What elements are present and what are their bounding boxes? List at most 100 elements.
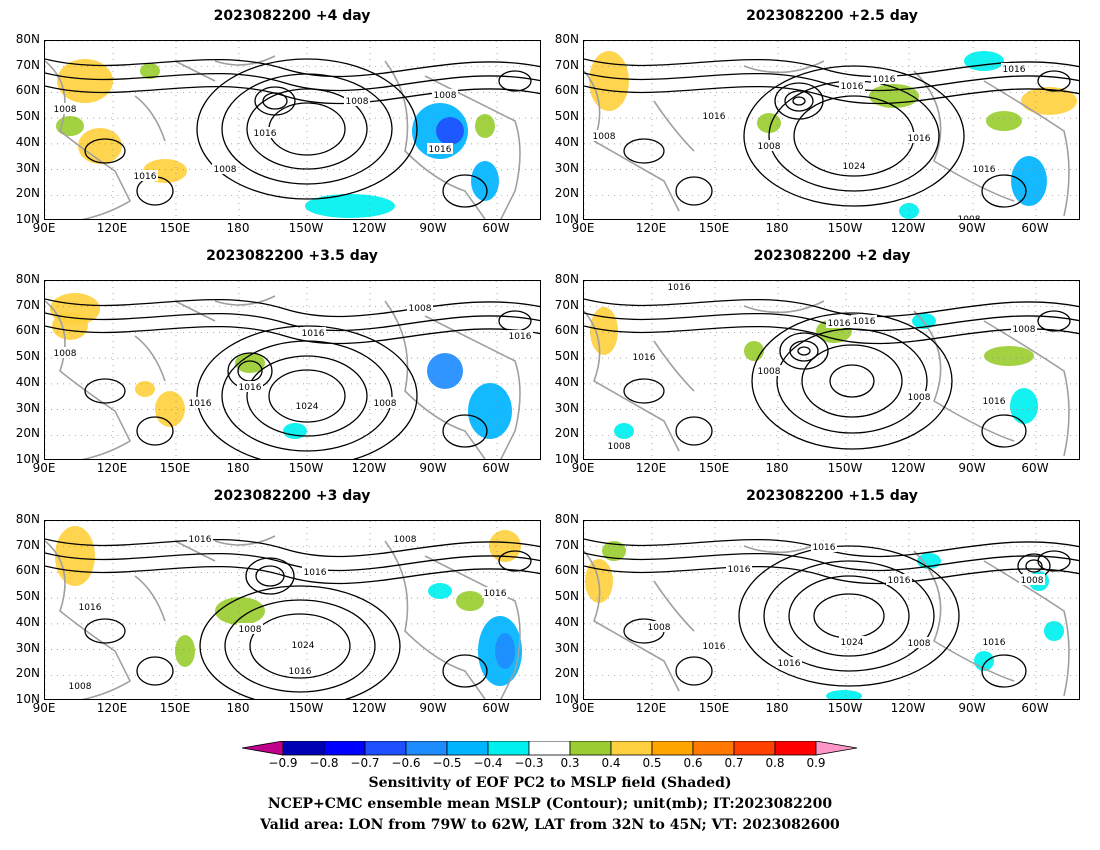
mslp-contour	[797, 346, 811, 356]
contour-label: 1008	[908, 393, 931, 403]
lat-tick-label: 60N	[15, 323, 40, 338]
lat-tick-label: 30N	[554, 400, 579, 415]
contour-label-bg	[187, 397, 213, 408]
coastline	[134, 540, 216, 622]
mslp-contour	[442, 654, 488, 688]
contour-label-bg	[237, 623, 263, 634]
contour-label-bg	[956, 213, 982, 219]
sensitivity-shading	[1021, 87, 1077, 115]
contour-label: 1016	[853, 317, 876, 327]
contour-label-bg	[432, 89, 458, 100]
coastline	[983, 560, 1070, 697]
lat-tick-label: 20N	[15, 186, 40, 201]
contour-label-bg	[427, 143, 453, 154]
coastline	[743, 300, 1015, 442]
mslp-contour	[1037, 70, 1071, 92]
contour-label-bg	[841, 160, 867, 171]
lon-tick-label: 150E	[698, 461, 730, 475]
mslp-contour	[268, 102, 346, 156]
contour-label-bg	[906, 132, 932, 143]
sensitivity-shading	[757, 113, 781, 133]
lat-tick-label: 80N	[554, 272, 579, 286]
contour-label: 1016	[813, 543, 836, 553]
lat-tick-label: 60N	[15, 563, 40, 578]
lat-tick-label: 70N	[15, 297, 40, 312]
contour-label-bg	[1011, 323, 1037, 334]
contour-label: 1016	[429, 145, 452, 155]
map-canvas: 1008 1016 1008 1016 1008 1016 1008	[45, 41, 540, 219]
lon-tick-label: 90W	[958, 461, 986, 475]
lon-tick-label: 60W	[482, 461, 510, 475]
lon-tick-label: 60W	[482, 221, 510, 235]
mslp-contour	[246, 355, 368, 437]
lat-tick-label: 50N	[554, 589, 579, 604]
mslp-contour	[751, 312, 953, 450]
lon-tick-label: 150W	[827, 701, 863, 715]
lon-tick-label: 150W	[827, 461, 863, 475]
lon-tick-label: 90W	[958, 221, 986, 235]
colorbar-label: −0.3	[514, 756, 544, 770]
sensitivity-shading	[436, 117, 464, 145]
sensitivity-shading	[984, 346, 1034, 366]
mslp-contour	[136, 416, 174, 446]
mslp-contour	[246, 88, 368, 170]
sensitivity-shading	[589, 51, 629, 111]
coastline	[424, 555, 521, 699]
mslp-contour	[84, 378, 126, 404]
lat-tick-label: 30N	[15, 160, 40, 175]
sensitivity-shading	[471, 161, 499, 201]
lat-tick-label: 10N	[15, 692, 40, 706]
lon-tick-label: 120W	[351, 701, 387, 715]
coastline	[424, 315, 521, 459]
contour-label: 1024	[296, 402, 319, 412]
sensitivity-shading	[55, 526, 95, 586]
sensitivity-shading	[428, 583, 452, 599]
lon-tick-label: 150W	[827, 221, 863, 235]
mslp-contour	[774, 82, 824, 120]
contour-label-bg	[287, 665, 313, 676]
mslp-contour	[498, 310, 532, 332]
lat-tick-label: 60N	[15, 83, 40, 98]
contour-label: 1016	[633, 353, 656, 363]
lat-tick-label: 40N	[15, 134, 40, 149]
lon-tick-label: 120E	[96, 701, 128, 715]
lat-tick-label: 20N	[554, 186, 579, 201]
map-panel: 1016 1008 1016 1016 1008 1024 1016 1016 1008	[44, 520, 541, 700]
map-canvas: 1008 1016 1016 1008 1008 1024 1016 1016	[45, 281, 540, 459]
contour-label: 1008	[958, 215, 981, 220]
lat-tick-label: 70N	[15, 57, 40, 72]
lon-tick-label: 120E	[635, 221, 667, 235]
lat-tick-label: 80N	[554, 512, 579, 526]
mslp-contour	[584, 565, 1079, 585]
lat-tick-label: 20N	[15, 426, 40, 441]
contour-label: 1008	[409, 304, 432, 314]
lon-tick-label: 150W	[288, 221, 324, 235]
lon-tick-label: 150W	[288, 701, 324, 715]
contour-label: 1008	[608, 442, 631, 452]
contour-label-bg	[756, 365, 782, 376]
colorbar-label: 0.6	[683, 756, 703, 770]
mslp-contour	[1025, 559, 1043, 573]
mslp-contour	[136, 656, 174, 686]
lon-tick-label: 180	[765, 461, 789, 475]
mslp-contour	[675, 176, 713, 206]
contour-label-bg	[482, 587, 508, 598]
contour-label: 1016	[908, 134, 931, 144]
sensitivity-shading	[215, 597, 265, 625]
contour-label-bg	[851, 315, 877, 326]
mslp-contour	[784, 90, 814, 112]
sensitivity-shading	[1011, 156, 1047, 206]
map-panel: 1016 1016 1016 1008 1008 1016 1024 1016 1008 1016	[583, 520, 1080, 700]
sensitivity-shading	[283, 423, 307, 439]
contour-label-bg	[871, 73, 897, 84]
sensitivity-shading	[1044, 621, 1064, 641]
mslp-contour	[675, 656, 713, 686]
lat-tick-label: 50N	[554, 109, 579, 124]
colorbar-segment	[364, 741, 407, 756]
sensitivity-shading	[912, 313, 936, 329]
sensitivity-shading	[427, 353, 463, 389]
lon-tick-label: 120W	[890, 701, 926, 715]
contour-label: 1016	[239, 383, 262, 393]
mslp-contour	[45, 538, 540, 558]
contour-label: 1008	[434, 91, 457, 101]
